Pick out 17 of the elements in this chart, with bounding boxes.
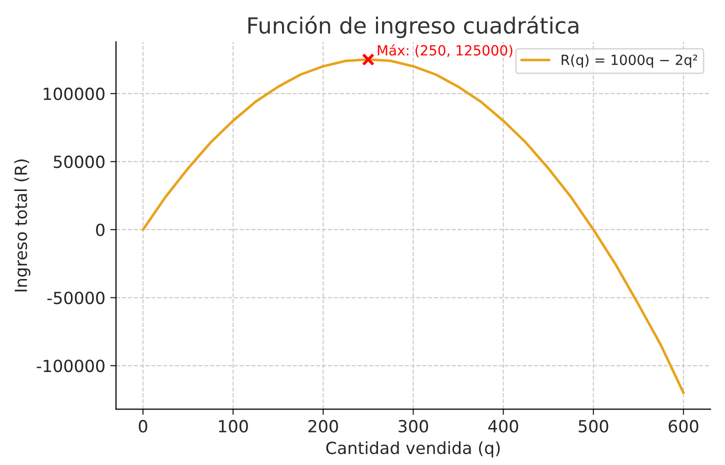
x-tick-label: 400 (488, 420, 518, 433)
legend-label: R(q) = 1000q − 2q² (562, 54, 698, 68)
x-tick-label: 200 (308, 420, 338, 433)
x-axis-title: Cantidad vendida (q) (326, 441, 500, 458)
annotation: Máx: (250, 125000) (378, 44, 512, 58)
y-tick-label: 100000 (44, 88, 104, 100)
chart-title: Función de ingreso cuadrática (248, 16, 578, 38)
y-tick-label: -50000 (47, 292, 104, 304)
x-tick-label: 300 (398, 420, 428, 433)
y-tick-label: 0 (96, 224, 104, 236)
x-tick-label: 100 (219, 420, 248, 433)
x-tick-label: 0 (138, 420, 148, 433)
y-tick-label: -100000 (36, 360, 104, 372)
y-axis-title: Ingreso total (R) (14, 159, 30, 292)
x-tick-label: 500 (578, 420, 608, 433)
x-tick-label: 600 (668, 420, 698, 433)
y-tick-label: 50000 (54, 156, 104, 168)
